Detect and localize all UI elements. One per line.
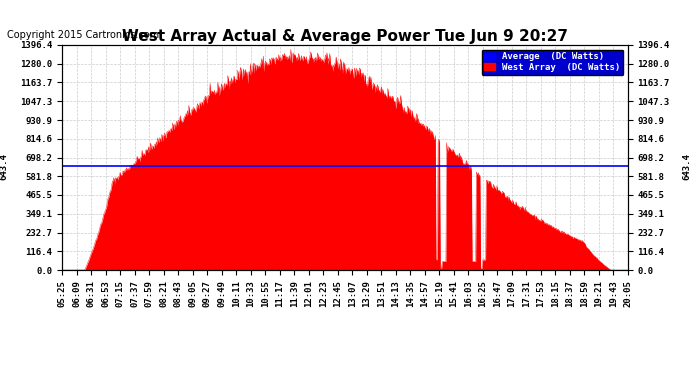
Text: Copyright 2015 Cartronics.com: Copyright 2015 Cartronics.com — [7, 30, 159, 39]
Text: 643.4: 643.4 — [0, 153, 8, 180]
Title: West Array Actual & Average Power Tue Jun 9 20:27: West Array Actual & Average Power Tue Ju… — [122, 29, 568, 44]
Legend: Average  (DC Watts), West Array  (DC Watts): Average (DC Watts), West Array (DC Watts… — [482, 50, 623, 75]
Text: 643.4: 643.4 — [682, 153, 690, 180]
